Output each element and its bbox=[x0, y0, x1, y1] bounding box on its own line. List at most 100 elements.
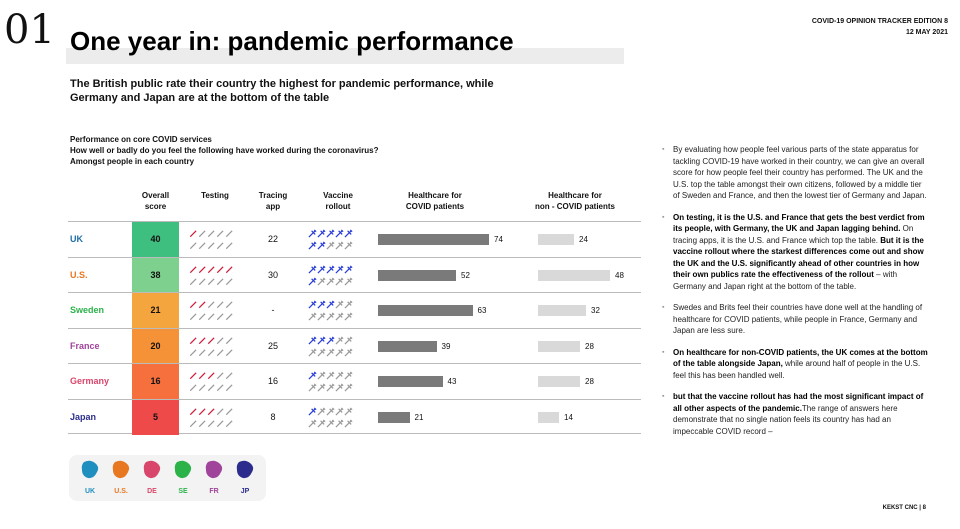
testing-icon bbox=[224, 265, 233, 274]
testing-icon bbox=[188, 336, 197, 345]
testing-icon bbox=[197, 241, 206, 250]
bullet-item: but that the vaccine rollout has had the… bbox=[662, 391, 930, 437]
testing-icon bbox=[197, 265, 206, 274]
vaccine-icon bbox=[308, 371, 317, 380]
bullet-item: Swedes and Brits feel their countries ha… bbox=[662, 302, 930, 337]
bullet-item: On healthcare for non-COVID patients, th… bbox=[662, 347, 930, 382]
vaccine-icon bbox=[335, 300, 344, 309]
testing-icon bbox=[188, 348, 197, 357]
vaccine-icon bbox=[344, 418, 353, 428]
vaccine-icon bbox=[317, 371, 326, 380]
hc-covid-value: 43 bbox=[447, 377, 457, 386]
hc-covid-bar bbox=[378, 411, 410, 423]
vaccine-icon bbox=[317, 406, 326, 416]
vaccine-icon bbox=[308, 347, 317, 357]
testing-icon bbox=[206, 277, 215, 286]
table-row: U.S. 38 30 52 48 bbox=[68, 256, 641, 293]
testing-icon bbox=[188, 229, 197, 238]
vaccine-icon bbox=[344, 371, 353, 380]
hc-non-covid-bar bbox=[538, 269, 610, 281]
vaccine-icon bbox=[317, 276, 326, 286]
testing-icon bbox=[215, 241, 224, 250]
title-underline-band bbox=[66, 48, 624, 64]
testing-icon bbox=[197, 383, 206, 392]
vaccine-icon bbox=[317, 347, 326, 357]
vaccine-icon bbox=[308, 312, 317, 321]
overall-score: 20 bbox=[132, 328, 179, 364]
testing-icon bbox=[224, 383, 233, 392]
testing-icons bbox=[188, 407, 258, 431]
vaccine-icons bbox=[308, 335, 378, 360]
vaccine-icon bbox=[344, 312, 353, 321]
testing-icons bbox=[188, 371, 258, 395]
testing-icon bbox=[224, 407, 233, 416]
legend-item: SE bbox=[170, 459, 196, 495]
vaccine-icon bbox=[344, 300, 353, 309]
col-header-vaccine-l1: Vaccine bbox=[323, 191, 353, 200]
testing-icon bbox=[215, 407, 224, 416]
country-legend: UK U.S. DE SE FR JP bbox=[69, 455, 266, 501]
country-label: U.S. bbox=[70, 269, 88, 280]
overall-score: 38 bbox=[132, 257, 179, 293]
testing-icon bbox=[215, 277, 224, 286]
vaccine-icon bbox=[344, 241, 353, 250]
vaccine-icon bbox=[335, 371, 344, 380]
testing-icon bbox=[206, 265, 215, 274]
vaccine-icon bbox=[335, 418, 344, 428]
legend-item: UK bbox=[77, 459, 103, 495]
testing-icon bbox=[215, 348, 224, 357]
vaccine-icon bbox=[317, 418, 326, 428]
legend-item: JP bbox=[232, 459, 258, 495]
testing-icon bbox=[224, 336, 233, 345]
country-label: France bbox=[70, 340, 100, 351]
hc-covid-value: 39 bbox=[441, 341, 451, 351]
bullet-text: By evaluating how people feel various pa… bbox=[673, 145, 927, 200]
bullet-bold1: On testing, it is the U.S. and France th… bbox=[673, 212, 925, 234]
bullet-text1: while around half of people in the U.S. … bbox=[673, 359, 921, 380]
vaccine-icons bbox=[308, 264, 378, 289]
vaccine-icon bbox=[335, 406, 344, 416]
vaccine-icon bbox=[344, 264, 353, 274]
hc-non-covid-value: 28 bbox=[585, 377, 594, 386]
bullet-text1: The range of answers here demonstrate th… bbox=[673, 403, 898, 436]
vaccine-icons bbox=[308, 229, 378, 253]
col-header-score: Overall score bbox=[132, 190, 179, 212]
vaccine-icon bbox=[308, 264, 317, 274]
vaccine-icon bbox=[326, 371, 335, 380]
vaccine-icon bbox=[326, 347, 335, 357]
testing-icon bbox=[197, 300, 206, 309]
commentary-bullets: By evaluating how people feel various pa… bbox=[662, 144, 930, 447]
vaccine-icon bbox=[326, 241, 335, 250]
testing-icon bbox=[206, 419, 215, 428]
table-row: Sweden 21 - 63 32 bbox=[68, 292, 641, 328]
legend-label: FR bbox=[209, 488, 219, 495]
testing-icon bbox=[215, 336, 224, 345]
testing-icon bbox=[206, 407, 215, 416]
col-header-hc-covid-l1: Healthcare for bbox=[408, 191, 462, 200]
subtitle: The British public rate their country th… bbox=[70, 78, 494, 104]
testing-icon bbox=[215, 371, 224, 380]
testing-icon bbox=[197, 419, 206, 428]
testing-icon bbox=[188, 407, 197, 416]
table-row: Japan 5 8 21 14 bbox=[68, 398, 641, 435]
tracing-app-value: 30 bbox=[267, 269, 278, 280]
tracing-app-value: 22 bbox=[267, 234, 278, 244]
vaccine-icons bbox=[308, 406, 378, 431]
tracing-app-value: - bbox=[271, 305, 275, 315]
vaccine-icon bbox=[326, 264, 335, 274]
vaccine-icon bbox=[344, 229, 353, 238]
testing-icon bbox=[197, 312, 206, 321]
testing-icon bbox=[197, 336, 206, 345]
vaccine-icon bbox=[335, 276, 344, 286]
vaccine-icon bbox=[317, 264, 326, 274]
hc-non-covid-bar bbox=[538, 376, 580, 387]
country-label: UK bbox=[70, 234, 83, 244]
question-line-1: Performance on core COVID services bbox=[70, 135, 212, 144]
testing-icon bbox=[215, 265, 224, 274]
vaccine-icon bbox=[317, 229, 326, 238]
col-header-vaccine-l2: rollout bbox=[325, 202, 351, 211]
vaccine-icon bbox=[326, 383, 335, 392]
legend-item: FR bbox=[201, 459, 227, 495]
vaccine-icon bbox=[308, 335, 317, 345]
col-header-hc-non-l1: Healthcare for bbox=[548, 191, 602, 200]
